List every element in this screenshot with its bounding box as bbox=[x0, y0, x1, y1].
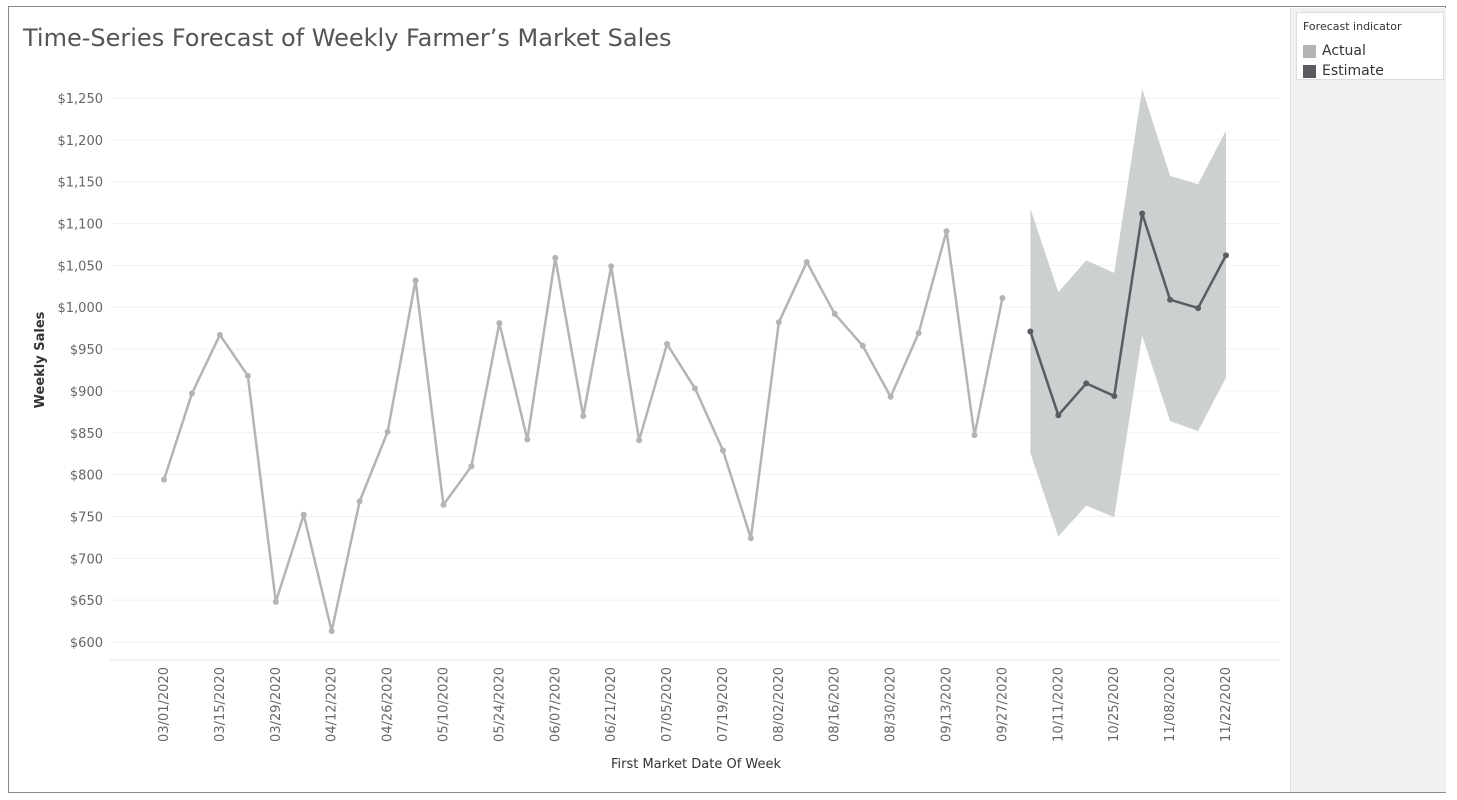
x-tick-label: 06/21/2020 bbox=[604, 667, 619, 742]
actual-data-point[interactable] bbox=[971, 432, 978, 439]
data-points bbox=[161, 210, 1229, 635]
y-tick-label: $700 bbox=[70, 552, 103, 567]
actual-data-point[interactable] bbox=[943, 228, 950, 235]
estimate-data-point[interactable] bbox=[1223, 252, 1229, 259]
x-tick-label: 05/10/2020 bbox=[436, 667, 451, 742]
legend-title: Forecast indicator bbox=[1303, 20, 1402, 33]
y-tick-label: $1,150 bbox=[58, 176, 104, 191]
actual-data-point[interactable] bbox=[244, 372, 251, 379]
actual-data-point[interactable] bbox=[608, 263, 615, 270]
actual-data-point[interactable] bbox=[552, 254, 559, 261]
estimate-data-point[interactable] bbox=[1055, 412, 1062, 419]
actual-series-line bbox=[162, 229, 1004, 633]
x-tick-label: 08/30/2020 bbox=[884, 667, 899, 742]
x-tick-label: 06/07/2020 bbox=[548, 667, 563, 742]
actual-data-point[interactable] bbox=[188, 390, 195, 397]
y-tick-label: $900 bbox=[70, 385, 103, 400]
legend-item-estimate[interactable]: Estimate bbox=[1303, 62, 1384, 80]
y-axis-label: Weekly Sales bbox=[33, 311, 48, 408]
y-tick-label: $1,100 bbox=[58, 218, 104, 233]
x-tick-label: 08/02/2020 bbox=[772, 667, 787, 742]
x-tick-label: 09/13/2020 bbox=[940, 667, 955, 742]
chart-title: Time-Series Forecast of Weekly Farmer’s … bbox=[23, 24, 672, 52]
x-tick-label: 10/11/2020 bbox=[1051, 667, 1066, 742]
actual-data-point[interactable] bbox=[775, 319, 782, 326]
actual-data-point[interactable] bbox=[999, 295, 1006, 302]
actual-data-point[interactable] bbox=[664, 341, 671, 348]
y-tick-label: $800 bbox=[70, 469, 103, 484]
estimate-data-point[interactable] bbox=[1167, 296, 1174, 303]
y-tick-label: $850 bbox=[70, 427, 103, 442]
estimate-data-point[interactable] bbox=[1195, 305, 1202, 312]
actual-data-point[interactable] bbox=[719, 447, 726, 454]
x-tick-label: 04/26/2020 bbox=[381, 667, 396, 742]
actual-data-point[interactable] bbox=[272, 598, 279, 605]
actual-data-point[interactable] bbox=[440, 501, 447, 508]
actual-data-point[interactable] bbox=[580, 413, 587, 420]
x-tick-label: 09/27/2020 bbox=[995, 667, 1010, 742]
x-tick-label: 10/25/2020 bbox=[1107, 667, 1122, 742]
actual-data-point[interactable] bbox=[887, 393, 894, 400]
estimate-series-line bbox=[1029, 212, 1228, 417]
actual-data-point[interactable] bbox=[803, 259, 810, 266]
estimate-data-point[interactable] bbox=[1111, 392, 1118, 399]
actual-data-point[interactable] bbox=[496, 320, 503, 327]
x-tick-label: 04/12/2020 bbox=[325, 667, 340, 742]
x-axis-ticks: 03/01/2020 03/15/2020 03/29/2020 04/12/2020… bbox=[157, 667, 1234, 742]
actual-data-point[interactable] bbox=[524, 436, 531, 443]
legend-swatch-estimate bbox=[1303, 64, 1316, 78]
legend-item-actual[interactable]: Actual bbox=[1303, 42, 1366, 60]
y-tick-label: $600 bbox=[70, 636, 103, 651]
actual-data-point[interactable] bbox=[747, 535, 754, 542]
actual-data-point[interactable] bbox=[216, 331, 223, 338]
y-tick-label: $1,000 bbox=[58, 301, 104, 316]
x-tick-label: 05/24/2020 bbox=[492, 667, 507, 742]
actual-data-point[interactable] bbox=[412, 277, 419, 284]
legend: Forecast indicator Actual Estimate bbox=[1296, 12, 1444, 80]
actual-data-point[interactable] bbox=[161, 476, 167, 483]
y-axis-ticks: $600 $650 $700 $750 $800 $850 $900 $950 $1,000 $1… bbox=[58, 92, 104, 651]
actual-data-point[interactable] bbox=[300, 511, 307, 518]
y-tick-label: $1,200 bbox=[58, 134, 104, 149]
actual-data-point[interactable] bbox=[384, 428, 391, 435]
actual-data-point[interactable] bbox=[356, 498, 363, 505]
legend-label-estimate: Estimate bbox=[1322, 63, 1384, 79]
y-tick-label: $950 bbox=[70, 343, 103, 358]
x-tick-label: 11/08/2020 bbox=[1163, 667, 1178, 742]
y-tick-label: $750 bbox=[70, 510, 103, 525]
actual-data-point[interactable] bbox=[692, 385, 698, 392]
actual-data-point[interactable] bbox=[468, 463, 475, 470]
x-tick-label: 07/05/2020 bbox=[660, 667, 675, 742]
y-tick-label: $1,050 bbox=[58, 259, 104, 274]
x-axis-label: First Market Date Of Week bbox=[611, 757, 782, 772]
x-tick-label: 03/29/2020 bbox=[269, 667, 284, 742]
actual-data-point[interactable] bbox=[859, 342, 866, 349]
x-tick-label: 03/15/2020 bbox=[213, 667, 228, 742]
x-tick-label: 07/19/2020 bbox=[716, 667, 731, 742]
x-tick-label: 03/01/2020 bbox=[157, 667, 172, 742]
actual-data-point[interactable] bbox=[831, 310, 838, 317]
actual-data-point[interactable] bbox=[915, 330, 922, 337]
x-tick-label: 11/22/2020 bbox=[1219, 667, 1234, 742]
y-tick-label: $1,250 bbox=[58, 92, 104, 107]
x-tick-label: 08/16/2020 bbox=[828, 667, 843, 742]
estimate-data-point[interactable] bbox=[1027, 328, 1034, 335]
actual-data-point[interactable] bbox=[636, 437, 643, 444]
legend-swatch-actual bbox=[1303, 44, 1316, 58]
estimate-data-point[interactable] bbox=[1139, 210, 1146, 217]
legend-label-actual: Actual bbox=[1322, 43, 1366, 59]
actual-data-point[interactable] bbox=[328, 628, 335, 635]
y-tick-label: $650 bbox=[70, 594, 103, 609]
side-panel bbox=[1290, 8, 1446, 792]
estimate-data-point[interactable] bbox=[1083, 380, 1090, 387]
